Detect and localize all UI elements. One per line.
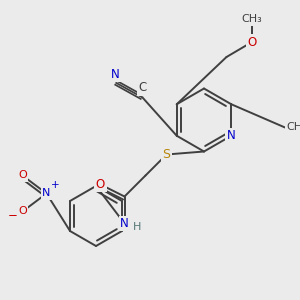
Text: N: N [227,129,236,142]
Text: N: N [42,188,51,199]
Text: CH₃: CH₃ [242,14,262,25]
Text: C: C [138,81,147,94]
Text: O: O [18,170,27,181]
Text: −: − [8,209,18,223]
Text: O: O [96,178,105,191]
Text: +: + [51,180,59,190]
Text: N: N [111,68,120,81]
Text: CH₃: CH₃ [286,122,300,133]
Text: O: O [248,35,256,49]
Text: S: S [163,148,170,161]
Text: H: H [133,222,141,232]
Text: O: O [18,206,27,217]
Text: N: N [120,217,129,230]
